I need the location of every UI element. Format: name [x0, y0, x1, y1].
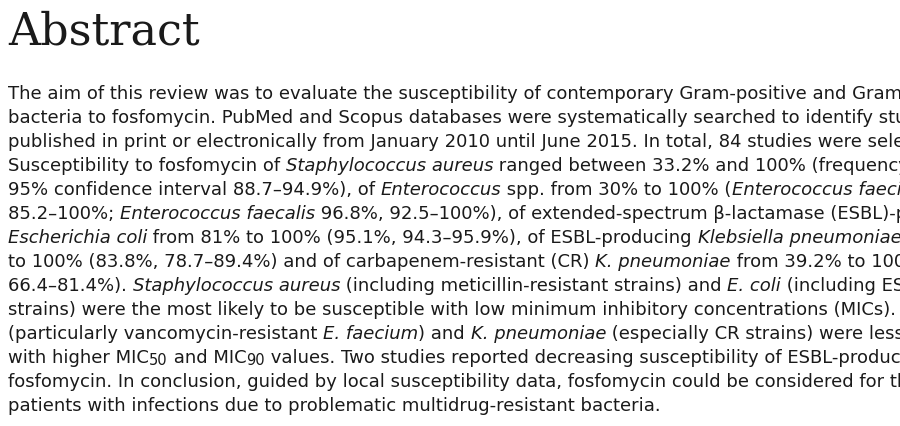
- Text: fosfomycin. In conclusion, guided by local susceptibility data, fosfomycin could: fosfomycin. In conclusion, guided by loc…: [8, 373, 900, 391]
- Text: (including ESBL-producing: (including ESBL-producing: [781, 277, 900, 295]
- Text: Abstract: Abstract: [8, 10, 200, 53]
- Text: 90: 90: [246, 353, 265, 368]
- Text: 66.4–81.4%).: 66.4–81.4%).: [8, 277, 132, 295]
- Text: published in print or electronically from January 2010 until June 2015. In total: published in print or electronically fro…: [8, 133, 900, 151]
- Text: ) and: ) and: [418, 325, 471, 343]
- Text: ranged between 33.2% and 100% (frequency = 91.7%,: ranged between 33.2% and 100% (frequency…: [493, 157, 900, 175]
- Text: 50: 50: [148, 353, 167, 368]
- Text: bacteria to fosfomycin. PubMed and Scopus databases were systematically searched: bacteria to fosfomycin. PubMed and Scopu…: [8, 109, 900, 127]
- Text: strains) were the most likely to be susceptible with low minimum inhibitory conc: strains) were the most likely to be susc…: [8, 301, 900, 319]
- Text: Enterococcus faecium: Enterococcus faecium: [732, 181, 900, 199]
- Text: Enterococcus faecalis: Enterococcus faecalis: [120, 205, 315, 223]
- Text: to 100% (83.8%, 78.7–89.4%) and of carbapenem-resistant (CR): to 100% (83.8%, 78.7–89.4%) and of carba…: [8, 253, 595, 271]
- Text: (particularly vancomycin-resistant: (particularly vancomycin-resistant: [8, 325, 323, 343]
- Text: (including meticillin-resistant strains) and: (including meticillin-resistant strains)…: [340, 277, 727, 295]
- Text: 96.8%, 92.5–100%), of extended-spectrum β-lactamase (ESBL)-producing: 96.8%, 92.5–100%), of extended-spectrum …: [315, 205, 900, 223]
- Text: values. Two studies reported decreasing susceptibility of ESBL-producing: values. Two studies reported decreasing …: [265, 349, 900, 367]
- Text: Susceptibility to fosfomycin of: Susceptibility to fosfomycin of: [8, 157, 286, 175]
- Text: K. pneumoniae: K. pneumoniae: [595, 253, 731, 271]
- Text: E. faecium: E. faecium: [323, 325, 418, 343]
- Text: (especially CR strains) were less susceptible: (especially CR strains) were less suscep…: [606, 325, 900, 343]
- Text: 95% confidence interval 88.7–94.9%), of: 95% confidence interval 88.7–94.9%), of: [8, 181, 381, 199]
- Text: spp. from 30% to 100% (: spp. from 30% to 100% (: [501, 181, 732, 199]
- Text: from 81% to 100% (95.1%, 94.3–95.9%), of ESBL-producing: from 81% to 100% (95.1%, 94.3–95.9%), of…: [148, 229, 698, 247]
- Text: Staphylococcus aureus: Staphylococcus aureus: [286, 157, 493, 175]
- Text: K. pneumoniae: K. pneumoniae: [471, 325, 606, 343]
- Text: with higher MIC: with higher MIC: [8, 349, 148, 367]
- Text: from 39.2% to 100% (73.5%,: from 39.2% to 100% (73.5%,: [731, 253, 900, 271]
- Text: E. coli: E. coli: [727, 277, 781, 295]
- Text: Enterococcus: Enterococcus: [381, 181, 501, 199]
- Text: patients with infections due to problematic multidrug-resistant bacteria.: patients with infections due to problema…: [8, 397, 661, 415]
- Text: The aim of this review was to evaluate the susceptibility of contemporary Gram-p: The aim of this review was to evaluate t…: [8, 85, 900, 103]
- Text: 85.2–100%;: 85.2–100%;: [8, 205, 120, 223]
- Text: Klebsiella pneumoniae: Klebsiella pneumoniae: [698, 229, 900, 247]
- Text: and MIC: and MIC: [167, 349, 246, 367]
- Text: Staphylococcus aureus: Staphylococcus aureus: [132, 277, 340, 295]
- Text: Escherichia coli: Escherichia coli: [8, 229, 148, 247]
